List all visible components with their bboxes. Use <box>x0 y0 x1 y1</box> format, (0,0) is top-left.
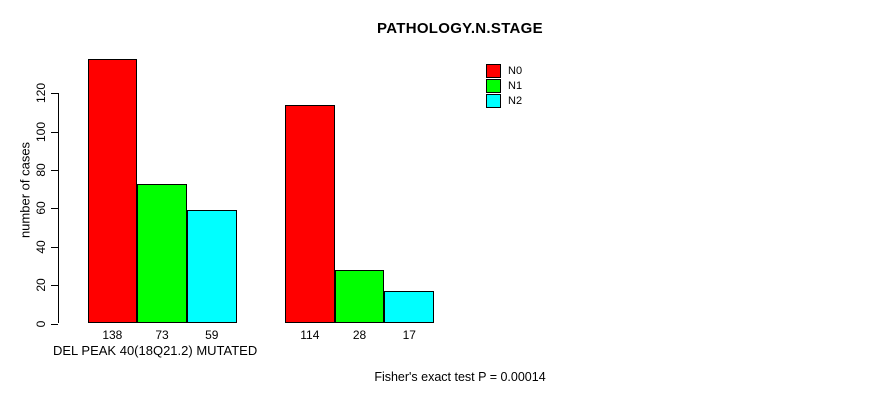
bar-value-label: 73 <box>155 328 169 342</box>
x-axis-label: DEL PEAK 40(18Q21.2) MUTATED <box>53 343 258 358</box>
bar-n0-group2 <box>285 104 335 324</box>
bar-n2-group1 <box>186 210 237 324</box>
y-axis-tick-label: 40 <box>34 240 48 254</box>
bar-value-label: 114 <box>300 328 320 342</box>
bar-value-label: 59 <box>205 328 219 342</box>
legend-swatch-icon <box>486 94 501 109</box>
legend-label: N1 <box>508 80 523 93</box>
legend-item-n2: N2 <box>486 94 522 109</box>
y-axis-tick-label: 100 <box>34 121 48 142</box>
y-axis-tick <box>51 208 58 210</box>
legend-label: N0 <box>508 64 523 77</box>
y-axis-tick-label: 120 <box>34 83 48 104</box>
bar-n1-group1 <box>137 183 187 324</box>
chart-title: PATHOLOGY.N.STAGE <box>377 20 543 37</box>
y-axis-tick <box>51 285 58 287</box>
y-axis-line <box>58 93 59 324</box>
y-axis-tick <box>51 323 58 325</box>
legend-item-n1: N1 <box>486 78 523 94</box>
bar-n2-group2 <box>384 290 435 324</box>
y-axis-tick <box>51 93 58 95</box>
legend-item-n0: N0 <box>486 63 522 78</box>
y-axis-label: number of cases <box>17 141 33 239</box>
legend-swatch-icon <box>486 63 501 78</box>
bar-n1-group2 <box>334 269 385 324</box>
bar-value-label: 138 <box>102 328 123 342</box>
y-axis-tick-label: 60 <box>34 201 48 216</box>
y-axis-tick <box>51 131 58 133</box>
legend-swatch-icon <box>486 79 501 94</box>
y-axis-tick <box>51 246 58 248</box>
y-axis-tick-label: 0 <box>34 320 48 327</box>
fisher-test-annotation: Fisher's exact test P = 0.00014 <box>374 370 546 384</box>
y-axis-tick <box>51 170 58 172</box>
y-axis-tick-label: 80 <box>34 163 48 177</box>
y-axis-tick-label: 20 <box>34 278 48 292</box>
legend-label: N2 <box>508 95 523 108</box>
bar-value-label: 17 <box>402 328 416 342</box>
bar-value-label: 28 <box>352 328 367 342</box>
bar-n0-group1 <box>87 58 138 324</box>
legend: N0 N1 N2 <box>486 63 522 109</box>
